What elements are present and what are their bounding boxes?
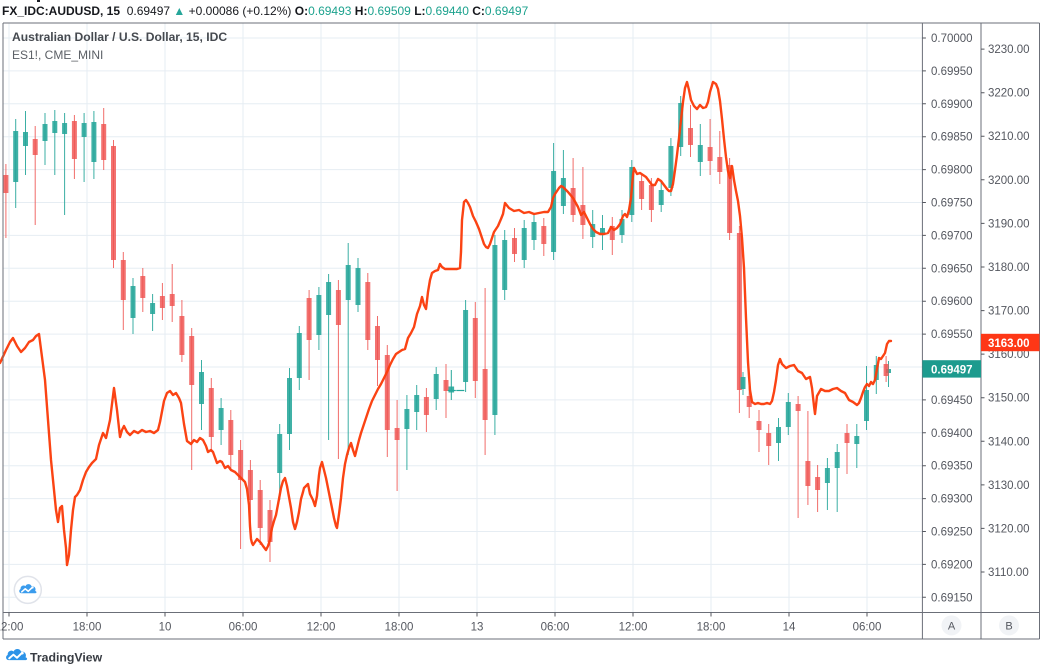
svg-text:18:00: 18:00 <box>385 622 414 634</box>
svg-text:0.69400: 0.69400 <box>931 428 973 440</box>
svg-text:12:00: 12:00 <box>0 622 23 634</box>
svg-text:0.69250: 0.69250 <box>931 527 973 539</box>
svg-text:TradingView: TradingView <box>30 651 103 665</box>
svg-text:0.69497: 0.69497 <box>931 364 973 376</box>
svg-text:18:00: 18:00 <box>73 622 102 634</box>
svg-text:0.69450: 0.69450 <box>931 395 973 407</box>
svg-text:0.70000: 0.70000 <box>931 33 973 45</box>
svg-text:0.69550: 0.69550 <box>931 329 973 341</box>
svg-text:0.69900: 0.69900 <box>931 99 973 111</box>
svg-text:12:00: 12:00 <box>307 622 336 634</box>
svg-text:A: A <box>948 621 956 633</box>
svg-text:FX_IDC:AUDUSD, 15 0.69497 ▲ +: FX_IDC:AUDUSD, 15 0.69497 ▲ +0.00086 (+0… <box>2 4 529 18</box>
svg-text:0.69200: 0.69200 <box>931 559 973 571</box>
svg-text:3190.00: 3190.00 <box>988 218 1030 230</box>
svg-text:0.69300: 0.69300 <box>931 494 973 506</box>
svg-text:3163.00: 3163.00 <box>988 338 1030 350</box>
svg-text:0.69750: 0.69750 <box>931 198 973 210</box>
svg-text:13: 13 <box>471 622 484 634</box>
svg-text:3200.00: 3200.00 <box>988 175 1030 187</box>
svg-text:0.69800: 0.69800 <box>931 165 973 177</box>
svg-text:ES1!, CME_MINI: ES1!, CME_MINI <box>12 48 103 62</box>
svg-text:12:00: 12:00 <box>619 622 648 634</box>
svg-text:10: 10 <box>159 622 172 634</box>
svg-text:3170.00: 3170.00 <box>988 306 1030 318</box>
svg-text:3220.00: 3220.00 <box>988 88 1030 100</box>
svg-text:14: 14 <box>783 622 796 634</box>
svg-text:3180.00: 3180.00 <box>988 262 1030 274</box>
svg-text:3230.00: 3230.00 <box>988 44 1030 56</box>
svg-text:3150.00: 3150.00 <box>988 393 1030 405</box>
svg-text:0.69150: 0.69150 <box>931 592 973 604</box>
svg-text:3110.00: 3110.00 <box>988 567 1029 579</box>
svg-text:18:00: 18:00 <box>697 622 726 634</box>
svg-text:0.69700: 0.69700 <box>931 230 973 242</box>
svg-text:0.69600: 0.69600 <box>931 296 973 308</box>
svg-text:3130.00: 3130.00 <box>988 480 1030 492</box>
svg-text:0.69850: 0.69850 <box>931 132 973 144</box>
svg-text:B: B <box>1005 621 1012 633</box>
svg-text:0.69350: 0.69350 <box>931 461 973 473</box>
svg-text:06:00: 06:00 <box>229 622 258 634</box>
svg-text:3140.00: 3140.00 <box>988 436 1030 448</box>
svg-text:0.69650: 0.69650 <box>931 263 973 275</box>
svg-text:0.69950: 0.69950 <box>931 66 973 78</box>
svg-text:3210.00: 3210.00 <box>988 131 1030 143</box>
svg-text:06:00: 06:00 <box>853 622 882 634</box>
svg-text:3120.00: 3120.00 <box>988 523 1030 535</box>
svg-text:Australian Dollar / U.S. Dolla: Australian Dollar / U.S. Dollar, 15, IDC <box>12 30 227 44</box>
svg-text:06:00: 06:00 <box>541 622 570 634</box>
svg-text:3160.00: 3160.00 <box>988 349 1030 361</box>
